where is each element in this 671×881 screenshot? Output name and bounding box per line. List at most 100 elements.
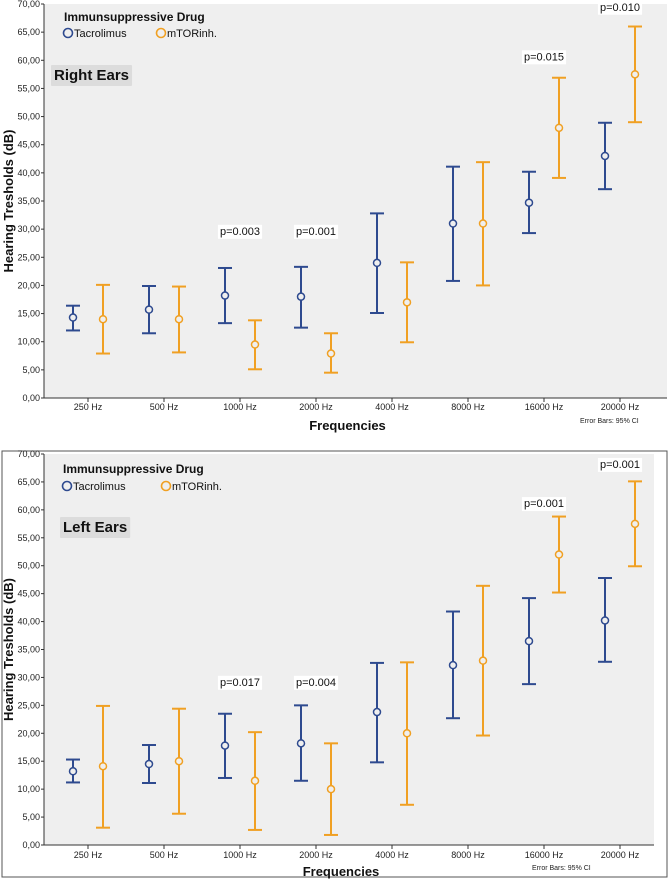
panel-1-legend-entry: Tacrolimus [74, 28, 127, 40]
panel-2-legend-entry: mTORinh. [172, 481, 222, 493]
panel-2-mean-point-tacrolimus [296, 739, 306, 748]
panel-2-legend-title: Immunsuppressive Drug [63, 462, 204, 476]
panel-1-x-tick-label: 8000 Hz [451, 402, 485, 412]
panel-1-y-tick-label: 40,00 [17, 168, 40, 178]
panel-2-p-value-annotation: p=0.017 [220, 677, 260, 689]
panel-1-p-value-bg [597, 0, 643, 15]
panel-1-y-tick-label: 65,00 [17, 27, 40, 37]
panel-2-y-tick-label: 25,00 [17, 700, 40, 710]
panel-2-y-tick-label: 65,00 [17, 477, 40, 487]
panel-1-y-tick-label: 50,00 [17, 112, 40, 122]
panel-2-x-tick-label: 500 Hz [150, 850, 179, 860]
panel-2-y-tick-label: 20,00 [17, 728, 40, 738]
panel-2-mean-point-mtor [630, 519, 640, 529]
panel-1-x-tick-label: 1000 Hz [223, 402, 257, 412]
panel-1-mean-point-mtor [326, 349, 336, 358]
panel-1-plot-area [44, 4, 667, 398]
panel-2-legend-marker-icon [160, 480, 172, 492]
panel-2-y-tick-label: 10,00 [17, 784, 40, 794]
panel-1-x-tick-label: 250 Hz [74, 402, 103, 412]
panel-2-y-tick-label: 5,00 [22, 812, 40, 822]
panel-2-y-tick-label: 35,00 [17, 645, 40, 655]
panel-1-p-value-annotation: p=0.003 [220, 226, 260, 238]
panel-2-panel-label: Left Ears [63, 519, 127, 536]
panel-1-legend-marker-icon [155, 27, 167, 39]
panel-2-p-value-annotation: p=0.001 [600, 459, 640, 471]
panel-1-mean-point-mtor [174, 314, 184, 324]
panel-2-mean-point-tacrolimus [448, 660, 458, 670]
panel-1-mean-point-tacrolimus [524, 198, 534, 207]
panel-1-y-tick-label: 55,00 [17, 83, 40, 93]
panel-1-mean-point-tacrolimus [144, 305, 154, 314]
panel-2-mean-point-mtor [98, 761, 108, 771]
panel-1-x-tick-label: 16000 Hz [525, 402, 564, 412]
panel-1-y-tick-label: 0,00 [22, 393, 40, 403]
panel-1-x-tick-label: 20000 Hz [601, 402, 640, 412]
panel-2-mean-point-tacrolimus [600, 616, 610, 625]
panel-1-y-tick-label: 35,00 [17, 196, 40, 206]
panel-2-y-tick-label: 45,00 [17, 589, 40, 599]
panel-1-y-tick-label: 10,00 [17, 337, 40, 347]
panel-2-panel-label-bg [60, 517, 131, 538]
panel-2-error-bar-note: Error Bars: 95% CI [532, 865, 591, 872]
panel-2-p-value-bg [597, 457, 643, 472]
panel-1-y-tick-label: 25,00 [17, 252, 40, 262]
panel-2-legend-entry: Tacrolimus [73, 481, 126, 493]
panel-1-mean-point-tacrolimus [68, 313, 78, 322]
panel-2-y-tick-label: 55,00 [17, 533, 40, 543]
panel-1-legend-title: Immunsuppressive Drug [64, 10, 205, 24]
panel-1-y-tick-label: 20,00 [17, 280, 40, 290]
panel-2-p-value-annotation: p=0.001 [524, 498, 564, 510]
panel-2-legend-marker-icon [61, 480, 73, 492]
panel-1-y-axis-title: Hearing Tresholds (dB) [1, 129, 16, 272]
panel-2-mean-point-mtor [250, 776, 260, 786]
panel-1-panel-label-bg [51, 65, 133, 86]
panel-1-x-tick-label: 500 Hz [150, 402, 179, 412]
panel-2-mean-point-tacrolimus [68, 767, 78, 776]
panel-2-p-value-bg [293, 675, 339, 690]
panel-1-p-value-bg [217, 224, 263, 239]
panel-2-y-tick-label: 50,00 [17, 561, 40, 571]
panel-2-x-tick-label: 4000 Hz [375, 850, 409, 860]
panel-2-mean-point-mtor [478, 656, 488, 665]
panel-1-panel-label: Right Ears [54, 67, 129, 84]
panel-1-x-tick-label: 2000 Hz [299, 402, 333, 412]
panel-2-y-tick-label: 60,00 [17, 505, 40, 515]
panel-1-x-axis-title: Frequencies [309, 418, 386, 433]
panel-2-y-tick-label: 40,00 [17, 617, 40, 627]
panel-2-mean-point-mtor [326, 784, 336, 794]
panel-1-mean-point-mtor [630, 70, 640, 79]
panel-1-mean-point-mtor [554, 123, 564, 133]
panel-1-x-tick-label: 4000 Hz [375, 402, 409, 412]
panel-2-x-tick-label: 16000 Hz [525, 850, 564, 860]
panel-2-x-axis-title: Frequencies [303, 864, 380, 879]
panel-2-mean-point-tacrolimus [220, 741, 230, 750]
panel-2-x-tick-label: 1000 Hz [223, 850, 257, 860]
panel-2-p-value-annotation: p=0.004 [296, 677, 336, 689]
panel-1-y-tick-label: 5,00 [22, 365, 40, 375]
panel-1-p-value-annotation: p=0.010 [600, 2, 640, 14]
panel-1-y-tick-label: 15,00 [17, 309, 40, 319]
panel-2-mean-point-tacrolimus [524, 636, 534, 646]
panel-2-mean-point-mtor [554, 550, 564, 559]
panel-1-mean-point-mtor [478, 219, 488, 228]
panel-2-p-value-bg [521, 497, 567, 512]
panel-2-mean-point-tacrolimus [144, 759, 154, 769]
panel-1-p-value-bg [521, 50, 567, 65]
panel-1-y-tick-label: 70,00 [17, 0, 40, 9]
panel-2-plot-area [44, 454, 654, 845]
panel-1-y-tick-label: 30,00 [17, 224, 40, 234]
panel-2-p-value-bg [217, 675, 263, 690]
panel-1-mean-point-tacrolimus [372, 258, 382, 268]
panel-2-x-tick-label: 2000 Hz [299, 850, 333, 860]
panel-1-y-tick-label: 60,00 [17, 55, 40, 65]
panel-1-p-value-annotation: p=0.001 [296, 226, 336, 238]
panel-1-mean-point-mtor [250, 340, 260, 349]
panel-2-mean-point-tacrolimus [372, 707, 382, 717]
panel-1-p-value-bg [293, 224, 339, 239]
panel-1-mean-point-tacrolimus [220, 291, 230, 300]
panel-2-y-tick-label: 0,00 [22, 840, 40, 850]
panel-1-p-value-annotation: p=0.015 [524, 51, 564, 63]
